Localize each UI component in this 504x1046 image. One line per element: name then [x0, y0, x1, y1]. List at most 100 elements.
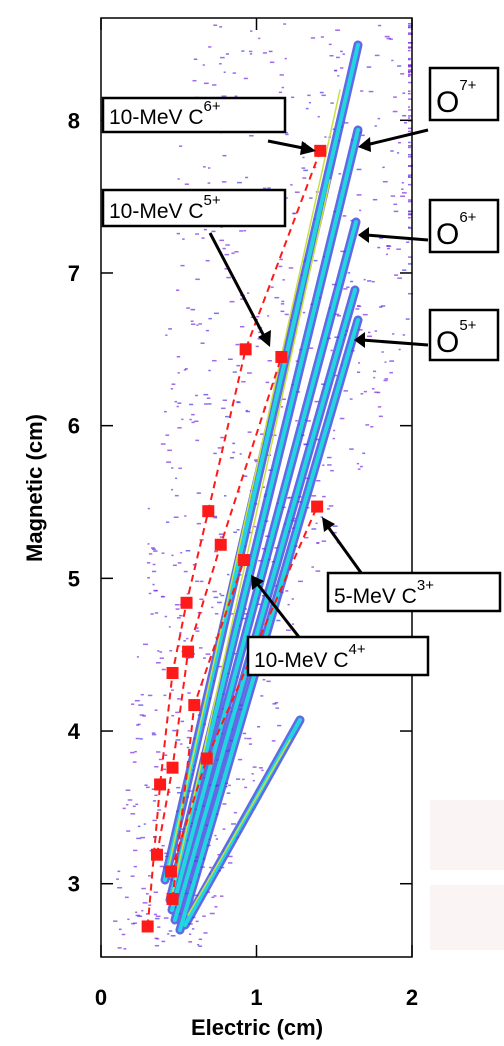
- noise-dot: [219, 63, 222, 65]
- noise-dot: [408, 23, 413, 25]
- noise-dot: [260, 695, 264, 697]
- noise-dot: [303, 169, 308, 172]
- noise-dot: [280, 303, 285, 305]
- noise-dot: [148, 904, 152, 906]
- noise-dot: [153, 550, 158, 552]
- noise-dot: [154, 944, 160, 947]
- noise-dot: [313, 259, 318, 262]
- noise-dot: [408, 65, 411, 67]
- noise-dot: [356, 168, 362, 171]
- noise-dot: [140, 836, 146, 839]
- noise-dot: [274, 296, 280, 299]
- noise-dot: [370, 426, 374, 428]
- noise-dot: [314, 400, 319, 403]
- noise-dot: [302, 156, 305, 159]
- noise-dot: [408, 263, 413, 265]
- noise-dot: [408, 164, 413, 167]
- noise-dot: [401, 182, 404, 184]
- noise-dot: [408, 176, 413, 178]
- noise-dot: [192, 79, 197, 82]
- noise-dot: [205, 329, 210, 332]
- noise-dot: [392, 110, 398, 113]
- noise-dot: [219, 895, 224, 897]
- annotation-box: [101, 188, 287, 228]
- noise-dot: [280, 406, 283, 408]
- noise-dot: [183, 640, 186, 642]
- noise-dot: [169, 649, 173, 652]
- noise-dot: [374, 54, 380, 57]
- noise-dot: [164, 754, 168, 756]
- noise-dot: [130, 875, 135, 877]
- noise-dot: [392, 333, 395, 335]
- noise-dot: [363, 390, 367, 393]
- noise-dot: [246, 737, 252, 740]
- noise-dot: [334, 313, 340, 316]
- noise-dot: [408, 200, 413, 203]
- noise-dot: [192, 564, 197, 566]
- noise-dot: [309, 197, 313, 199]
- noise-dot: [166, 521, 170, 523]
- noise-dot: [401, 192, 407, 194]
- noise-dot: [302, 177, 307, 179]
- noise-dot: [214, 834, 217, 837]
- noise-dot: [171, 714, 175, 717]
- noise-dot: [389, 360, 395, 362]
- noise-dot: [191, 421, 195, 424]
- noise-dot: [402, 92, 406, 94]
- noise-dot: [211, 84, 217, 86]
- noise-dot: [243, 229, 246, 232]
- y-tick-label: 8: [68, 108, 80, 133]
- point: [214, 538, 227, 551]
- noise-dot: [255, 345, 259, 348]
- noise-dot: [211, 359, 217, 362]
- noise-dot: [154, 794, 158, 797]
- noise-dot: [163, 694, 167, 697]
- noise-dot: [360, 90, 364, 92]
- annotation-box: [428, 308, 500, 362]
- noise-dot: [384, 378, 389, 380]
- noise-dot: [231, 613, 234, 615]
- noise-dot: [350, 219, 353, 222]
- noise-dot: [178, 614, 183, 617]
- noise-dot: [201, 237, 205, 239]
- noise-dot: [342, 53, 345, 55]
- annotation: 10-MeV C6+: [109, 98, 221, 129]
- noise-dot: [250, 316, 253, 319]
- noise-dot: [132, 805, 136, 808]
- noise-dot: [301, 167, 306, 169]
- noise-dot: [377, 117, 381, 120]
- noise-dot: [150, 613, 154, 615]
- noise-dot: [271, 740, 276, 742]
- noise-dot: [174, 603, 180, 606]
- noise-dot: [374, 391, 379, 394]
- noise-dot: [261, 769, 264, 772]
- annotation-box: [246, 635, 430, 677]
- noise-dot: [124, 896, 129, 899]
- noise-dot: [228, 358, 233, 361]
- noise-dot: [283, 23, 287, 25]
- noise-dot: [178, 467, 182, 470]
- noise-dot: [307, 94, 311, 97]
- noise-dot: [408, 145, 412, 147]
- noise-dot: [180, 720, 185, 723]
- noise-dot: [178, 145, 183, 147]
- noise-dot: [343, 390, 348, 392]
- noise-dot: [134, 750, 137, 753]
- background-patch: [430, 885, 504, 950]
- noise-dot: [177, 562, 182, 564]
- traces: [160, 40, 363, 935]
- noise-dot: [218, 533, 224, 535]
- annotation-text: 10-MeV C: [109, 200, 204, 223]
- noise-dot: [144, 784, 148, 786]
- noise-dot: [142, 643, 148, 646]
- background-patch: [430, 800, 504, 870]
- noise-dot: [381, 351, 384, 353]
- noise-dot: [164, 852, 169, 855]
- noise-dot: [242, 778, 245, 781]
- noise-dot: [173, 516, 179, 518]
- noise-dot: [151, 732, 156, 734]
- noise-dot: [157, 926, 161, 928]
- noise-dot: [147, 543, 150, 545]
- noise-dot: [229, 457, 235, 459]
